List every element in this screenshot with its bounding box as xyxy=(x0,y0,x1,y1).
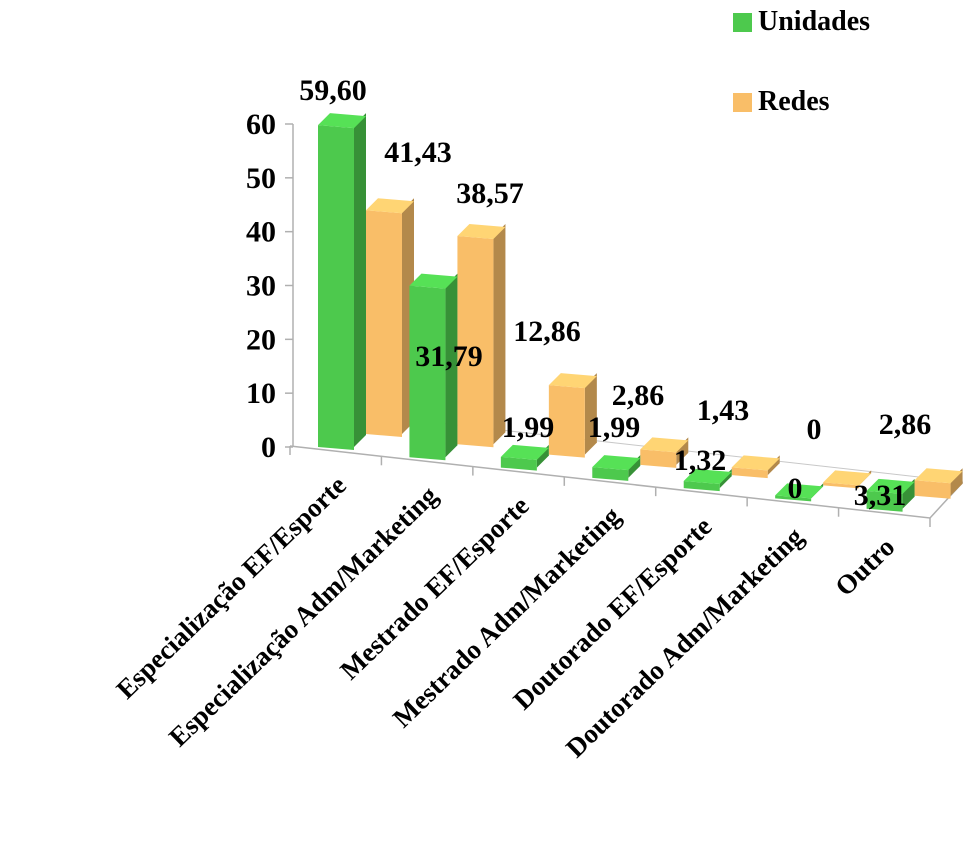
legend-label-unidades: Unidades xyxy=(758,6,871,37)
bar-redes xyxy=(457,224,506,448)
data-label-unidades: 1,99 xyxy=(502,411,555,444)
x-tick-label: Mestrado EF/Esporte xyxy=(334,490,534,685)
legend-swatch-redes xyxy=(733,92,752,112)
data-label-redes: 41,43 xyxy=(384,136,452,169)
y-tick-label: 20 xyxy=(246,323,276,356)
data-label-unidades: 1,32 xyxy=(674,444,727,477)
chart-bars xyxy=(318,113,963,512)
bar-unidades xyxy=(592,455,641,481)
x-tick-label: Doutorado EF/Esporte xyxy=(507,511,717,715)
x-tick-label: Outro xyxy=(829,532,900,602)
y-tick-label: 60 xyxy=(246,108,276,141)
bar-redes xyxy=(914,468,963,499)
bar-unidades xyxy=(500,444,549,471)
bar-unidades xyxy=(409,273,458,461)
legend-item-redes: Redes xyxy=(733,84,958,120)
data-label-unidades: 3,31 xyxy=(854,479,907,512)
data-label-redes: 0 xyxy=(807,413,822,446)
chart-legend: Unidades Redes xyxy=(733,4,958,164)
data-label-unidades: 31,79 xyxy=(415,340,483,373)
y-tick-label: 30 xyxy=(246,270,276,303)
legend-item-unidades: Unidades xyxy=(733,4,958,40)
bar-redes xyxy=(366,198,414,437)
bar-unidades xyxy=(775,483,824,502)
bar-redes xyxy=(823,470,872,489)
legend-swatch-unidades xyxy=(733,12,752,32)
data-label-redes: 2,86 xyxy=(879,408,932,441)
data-label-redes: 2,86 xyxy=(612,379,665,412)
data-label-redes: 38,57 xyxy=(456,177,524,210)
y-tick-label: 50 xyxy=(246,162,276,195)
data-label-redes: 12,86 xyxy=(513,315,581,348)
y-tick-label: 0 xyxy=(261,431,276,464)
bar-redes xyxy=(731,455,780,479)
data-label-unidades: 0 xyxy=(788,472,803,505)
bar-redes xyxy=(548,373,597,458)
data-label-unidades: 59,60 xyxy=(299,74,367,107)
y-tick-label: 40 xyxy=(246,216,276,249)
bar-redes xyxy=(640,437,689,468)
bar-unidades xyxy=(318,113,366,450)
data-label-redes: 1,43 xyxy=(697,394,750,427)
bar-unidades xyxy=(866,478,915,512)
legend-label-redes: Redes xyxy=(758,86,830,117)
bar-unidades xyxy=(683,469,732,492)
data-label-unidades: 1,99 xyxy=(588,411,641,444)
y-tick-label: 10 xyxy=(246,377,276,410)
